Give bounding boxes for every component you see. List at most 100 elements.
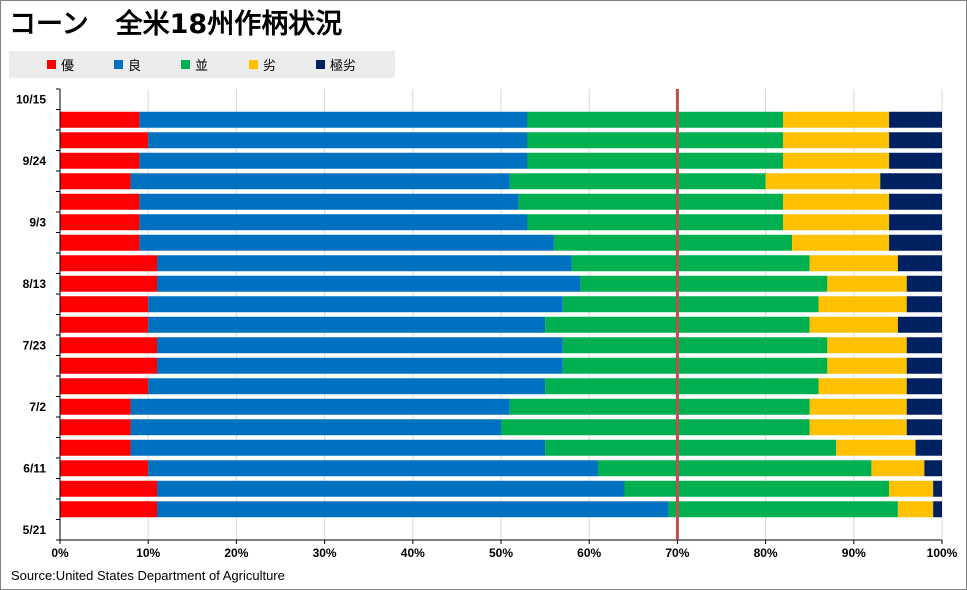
bar-poor xyxy=(836,439,916,456)
bar-very-poor xyxy=(906,296,942,313)
bar-very-poor xyxy=(906,337,942,354)
bar-poor xyxy=(827,275,907,292)
y-tick-label: 7/23 xyxy=(23,338,47,352)
legend-swatch-poor xyxy=(249,60,258,69)
bar-good xyxy=(130,398,510,415)
bar-fair xyxy=(562,357,828,374)
bar-good xyxy=(148,460,599,477)
bar-excellent xyxy=(60,480,158,497)
bar-fair xyxy=(527,152,784,169)
bar-excellent xyxy=(60,193,140,210)
legend-swatch-excellent xyxy=(47,60,56,69)
bar-excellent xyxy=(60,378,149,395)
bar-poor xyxy=(818,296,907,313)
bar-fair xyxy=(598,460,872,477)
bar-excellent xyxy=(60,439,131,456)
chart-title: コーン 全米18州作柄状況 xyxy=(9,9,343,40)
bar-very-poor xyxy=(889,193,942,210)
bar-very-poor xyxy=(933,501,942,518)
bar-excellent xyxy=(60,234,140,251)
bar-fair xyxy=(509,398,810,415)
x-tick-label: 30% xyxy=(313,546,337,560)
bar-good xyxy=(139,234,554,251)
bar-very-poor xyxy=(889,152,942,169)
bar-fair xyxy=(624,480,890,497)
bar-fair xyxy=(518,193,784,210)
bar-poor xyxy=(818,378,907,395)
bar-fair xyxy=(580,275,828,292)
bar-poor xyxy=(783,152,890,169)
legend-label-poor: 劣 xyxy=(263,59,277,74)
y-tick-label: 5/21 xyxy=(23,523,47,537)
bar-poor xyxy=(809,398,907,415)
bar-excellent xyxy=(60,132,149,149)
bar-very-poor xyxy=(906,419,942,436)
bar-fair xyxy=(562,337,828,354)
legend-item-poor: 劣 xyxy=(249,51,276,78)
bar-very-poor xyxy=(933,480,942,497)
bar-good xyxy=(139,214,528,231)
bar-good xyxy=(157,275,581,292)
bar-poor xyxy=(871,460,925,477)
x-tick-label: 70% xyxy=(665,546,689,560)
bar-fair xyxy=(545,439,837,456)
y-tick-label: 9/3 xyxy=(29,215,46,229)
bar-very-poor xyxy=(924,460,942,477)
bar-poor xyxy=(792,234,890,251)
bar-good xyxy=(148,378,546,395)
legend-item-good: 良 xyxy=(114,51,141,78)
bar-good xyxy=(157,357,563,374)
bar-excellent xyxy=(60,214,140,231)
y-tick-label: 6/11 xyxy=(23,461,46,475)
bar-poor xyxy=(827,357,907,374)
bar-good xyxy=(139,111,528,128)
bar-poor xyxy=(783,111,890,128)
source-note: Source:United States Department of Agric… xyxy=(11,568,285,583)
legend: 優 良 並 劣 極劣 xyxy=(9,51,395,78)
bar-fair xyxy=(553,234,793,251)
legend-item-fair: 並 xyxy=(181,51,208,78)
legend-swatch-good xyxy=(114,60,123,69)
bar-fair xyxy=(501,419,810,436)
bar-excellent xyxy=(60,460,149,477)
bar-very-poor xyxy=(906,357,942,374)
bar-poor xyxy=(783,214,890,231)
bar-excellent xyxy=(60,296,149,313)
y-tick-label: 9/24 xyxy=(23,154,47,168)
x-tick-label: 10% xyxy=(136,546,160,560)
x-tick-label: 20% xyxy=(224,546,248,560)
y-tick-label: 10/15 xyxy=(16,92,46,106)
bar-fair xyxy=(571,255,810,272)
bar-poor xyxy=(783,132,890,149)
bar-good xyxy=(157,337,563,354)
bar-good xyxy=(130,439,546,456)
bar-very-poor xyxy=(897,316,942,333)
legend-label-excellent: 優 xyxy=(61,59,75,74)
bar-fair xyxy=(527,214,784,231)
bar-fair xyxy=(527,111,784,128)
bar-good xyxy=(157,480,625,497)
bar-excellent xyxy=(60,337,158,354)
bar-very-poor xyxy=(906,275,942,292)
x-tick-label: 60% xyxy=(577,546,601,560)
bar-poor xyxy=(827,337,907,354)
bar-good xyxy=(148,316,546,333)
bar-excellent xyxy=(60,501,158,518)
legend-item-excellent: 優 xyxy=(47,51,74,78)
bar-good xyxy=(130,173,510,190)
bar-very-poor xyxy=(906,378,942,395)
x-tick-label: 40% xyxy=(401,546,425,560)
bar-fair xyxy=(509,173,766,190)
legend-label-fair: 並 xyxy=(195,59,209,74)
bar-poor xyxy=(809,419,907,436)
bar-excellent xyxy=(60,357,158,374)
x-tick-label: 90% xyxy=(842,546,866,560)
bar-excellent xyxy=(60,173,131,190)
bar-excellent xyxy=(60,419,131,436)
bar-good xyxy=(148,132,528,149)
x-tick-label: 0% xyxy=(51,546,69,560)
bar-very-poor xyxy=(889,234,942,251)
bar-fair xyxy=(562,296,819,313)
bar-fair xyxy=(527,132,784,149)
